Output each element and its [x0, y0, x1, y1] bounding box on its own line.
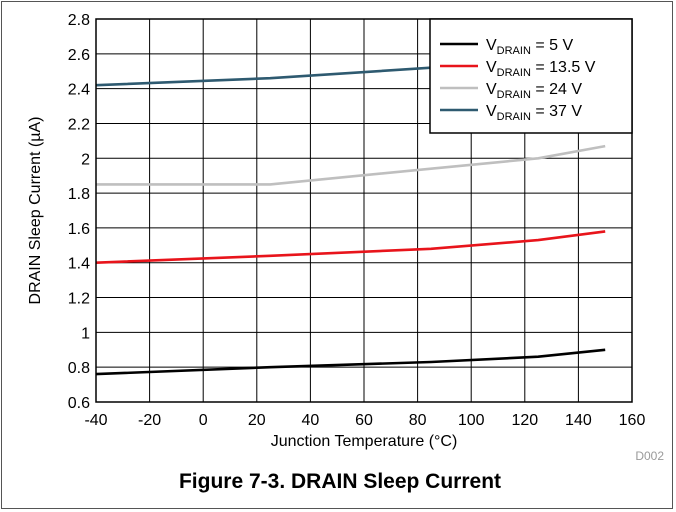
x-tick-label: 20 [248, 412, 266, 429]
y-tick-label: 2.2 [68, 116, 90, 133]
x-axis-label: Junction Temperature (°C) [271, 433, 458, 450]
x-tick-label: 0 [199, 412, 208, 429]
y-tick-label: 1.8 [68, 186, 90, 203]
x-tick-labels: -40 -20 0 20 40 60 80 100 120 140 160 [84, 412, 645, 429]
y-tick-labels: 0.6 0.8 1 1.2 1.4 1.6 1.8 2 2.2 2.4 2.6 2.8 [68, 12, 90, 412]
y-axis-label: DRAIN Sleep Current (µA) [27, 117, 44, 305]
legend-label: VDRAIN = 24 V [486, 81, 582, 101]
x-tick-label: 160 [619, 412, 646, 429]
legend-label: VDRAIN = 13.5 V [486, 59, 596, 79]
x-tick-label: 100 [458, 412, 485, 429]
y-tick-label: 0.6 [68, 395, 90, 412]
legend-label: VDRAIN = 5 V [486, 37, 573, 57]
y-tick-label: 2.8 [68, 12, 90, 29]
series-line [96, 144, 606, 186]
x-tick-label: 60 [355, 412, 373, 429]
x-tick-label: 120 [511, 412, 538, 429]
x-tick-label: -40 [84, 412, 107, 429]
x-tick-label: 140 [565, 412, 592, 429]
plot-border [95, 18, 633, 403]
y-tick-label: 0.8 [68, 360, 90, 377]
y-tick-label: 1 [81, 325, 90, 342]
legend-label: VDRAIN = 37 V [486, 103, 582, 123]
y-tick-label: 2 [81, 151, 90, 168]
series-line [95, 230, 606, 264]
y-tick-label: 1.4 [68, 256, 90, 273]
figure-id: D002 [635, 449, 664, 463]
figure-caption: Figure 7-3. DRAIN Sleep Current [178, 470, 502, 493]
legend-box [429, 18, 633, 134]
y-tick-label: 1.2 [68, 291, 90, 308]
x-tick-label: -20 [138, 412, 161, 429]
y-tick-label: 1.6 [68, 221, 90, 238]
series-line [95, 348, 606, 376]
y-tick-label: 2.6 [68, 47, 90, 64]
x-tick-label: 80 [409, 412, 427, 429]
x-tick-label: 40 [302, 412, 320, 429]
y-tick-label: 2.4 [68, 82, 90, 99]
